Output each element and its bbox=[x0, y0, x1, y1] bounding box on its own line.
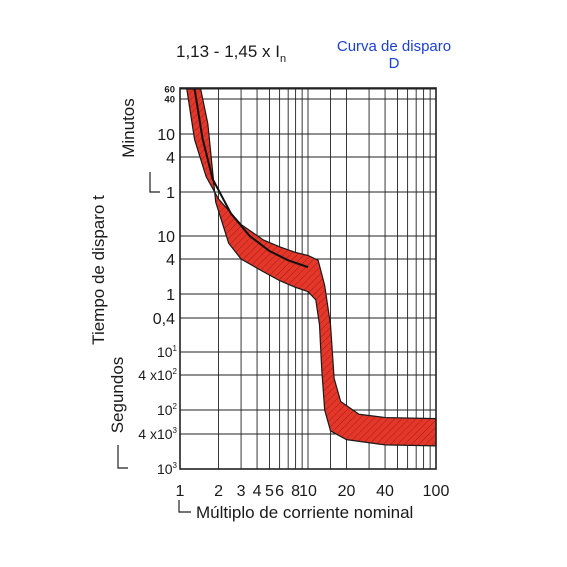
x-tick-label: 3 bbox=[237, 483, 246, 500]
y-tick-label: 1 bbox=[166, 185, 175, 202]
y-unit-minutes: Minutos bbox=[119, 98, 138, 158]
y-axis-title: Tiempo de disparo t bbox=[89, 195, 108, 345]
trip-band bbox=[186, 88, 437, 447]
x-tick-label: 1 bbox=[176, 483, 185, 500]
y-tick-label: 103 bbox=[157, 461, 178, 477]
x-tick-label: 6 bbox=[275, 483, 284, 500]
x-axis-bracket bbox=[178, 500, 191, 513]
y-tick-label: 102 bbox=[157, 402, 178, 418]
seconds-bracket bbox=[117, 445, 128, 469]
y-tick-label: 40 bbox=[164, 95, 175, 106]
x-tick-labels: 1 2 3 4 5 6 8 10 20 40 100 bbox=[176, 483, 450, 500]
x-tick-label: 8 bbox=[291, 483, 300, 500]
plot-frame bbox=[179, 87, 437, 470]
y-unit-seconds: Segundos bbox=[108, 357, 127, 434]
x-tick-label: 40 bbox=[376, 483, 394, 500]
y-tick-label: 4 x102 bbox=[138, 367, 177, 383]
minutes-bracket bbox=[149, 172, 160, 193]
x-tick-label: 4 bbox=[253, 483, 262, 500]
y-tick-label: 10 bbox=[157, 229, 175, 246]
curve-title: Curva de disparo bbox=[337, 38, 451, 55]
center-trip-line bbox=[193, 88, 309, 269]
x-tick-label: 20 bbox=[338, 483, 356, 500]
x-tick-label: 10 bbox=[299, 483, 317, 500]
y-tick-label: 4 x103 bbox=[138, 426, 177, 442]
y-tick-label: 60 bbox=[164, 85, 175, 96]
y-tick-label: 1 bbox=[166, 287, 175, 304]
x-tick-label: 2 bbox=[214, 483, 223, 500]
x-tick-label: 100 bbox=[423, 483, 450, 500]
y-tick-label: 4 bbox=[166, 150, 175, 167]
vertical-gridlines bbox=[179, 88, 437, 469]
y-tick-label: 101 bbox=[157, 344, 178, 360]
y-tick-label: 10 bbox=[157, 127, 175, 144]
formula-label: 1,13 - 1,45 x In bbox=[176, 42, 286, 65]
x-tick-label: 5 bbox=[265, 483, 274, 500]
y-tick-label: 0,4 bbox=[153, 311, 175, 328]
x-axis-title: Múltiplo de corriente nominal bbox=[196, 503, 413, 522]
curve-letter: D bbox=[389, 55, 400, 72]
y-tick-label: 4 bbox=[166, 252, 175, 269]
